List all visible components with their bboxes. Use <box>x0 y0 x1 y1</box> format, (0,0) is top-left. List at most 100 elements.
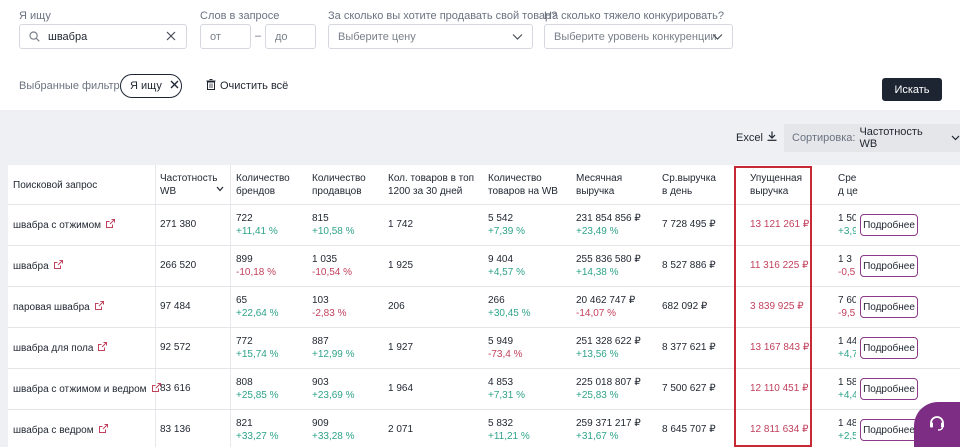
brands-delta: +22,64 % <box>236 308 279 319</box>
monthly-revenue-value: 251 328 622 ₽ <box>576 336 641 347</box>
header-top-items[interactable]: Кол. товаров в топ 1200 за 30 дней <box>388 173 475 197</box>
header-query[interactable]: Поисковой запрос <box>13 180 98 191</box>
lost-revenue-highlight <box>734 166 812 447</box>
search-input[interactable]: швабра <box>19 24 187 49</box>
filter-chip-label: Я ищу <box>130 80 162 92</box>
items-value: 9 404 <box>488 254 514 265</box>
sort-desc-icon[interactable] <box>216 179 224 197</box>
query-link[interactable]: паровая швабра <box>13 301 104 314</box>
header-monthly-revenue[interactable]: Месячная выручка <box>576 173 623 197</box>
words-from-input[interactable]: от <box>200 24 251 49</box>
frequency-value: 92 572 <box>160 342 191 353</box>
query-link[interactable]: швабра для пола <box>13 342 108 355</box>
search-button[interactable]: Искать <box>882 78 942 101</box>
frequency-value: 266 520 <box>160 260 197 271</box>
brands-delta: +15,74 % <box>236 349 279 360</box>
query-link[interactable]: швабра с отжимом <box>13 219 116 232</box>
external-link-icon[interactable] <box>94 301 104 313</box>
query-link[interactable]: швабра с ведром <box>13 424 108 437</box>
items-delta: +7,39 % <box>488 226 525 237</box>
row-divider <box>8 286 960 287</box>
lost-revenue-value: 13 167 843 ₽ <box>750 342 810 353</box>
filter-chip[interactable]: Я ищу <box>120 74 182 98</box>
avg-price-delta: +4,7 <box>838 349 856 360</box>
top-items-value: 1 927 <box>388 342 414 353</box>
sellers-delta: +10,58 % <box>312 226 355 237</box>
search-label: Я ищу <box>19 10 51 22</box>
top-items-value: 1 964 <box>388 383 414 394</box>
excel-button[interactable]: Excel <box>736 131 777 144</box>
header-daily-revenue[interactable]: Ср.выручка в день <box>662 173 716 197</box>
top-items-value: 1 925 <box>388 260 414 271</box>
close-icon[interactable] <box>170 80 179 92</box>
details-button[interactable]: Подробнее <box>860 378 918 400</box>
external-link-icon[interactable] <box>151 383 161 395</box>
clear-all-button[interactable]: Очистить всё <box>206 79 288 93</box>
monthly-revenue-value: 255 836 580 ₽ <box>576 254 641 265</box>
monthly-revenue-value: 20 462 747 ₽ <box>576 295 636 306</box>
header-avg-price[interactable]: Сред цен <box>838 173 858 200</box>
header-brands[interactable]: Количество брендов <box>236 173 290 197</box>
sellers-value: 887 <box>312 336 329 347</box>
headset-icon <box>927 412 947 437</box>
competition-select-value: Выберите уровень конкуренции <box>554 30 717 43</box>
external-link-icon[interactable] <box>98 424 108 436</box>
header-lost-revenue[interactable]: Упущенная выручка <box>750 173 803 197</box>
frequency-value: 271 380 <box>160 219 197 230</box>
words-label: Слов в запросе <box>200 10 280 22</box>
avg-price-value: 1 48 <box>838 418 856 429</box>
brands-value: 722 <box>236 213 253 224</box>
external-link-icon[interactable] <box>53 260 63 272</box>
frequency-value: 83 616 <box>160 383 191 394</box>
sellers-delta: +33,28 % <box>312 431 355 442</box>
header-frequency[interactable]: Частотность WB <box>160 173 218 197</box>
monthly-revenue-delta: +14,38 % <box>576 267 619 278</box>
query-link[interactable]: швабра с отжимом и ведром <box>13 383 161 396</box>
avg-price-value: 1 44 <box>838 336 856 347</box>
header-items-wb[interactable]: Количество товаров на WB <box>488 173 558 197</box>
sellers-value: 1 035 <box>312 254 338 265</box>
sort-select[interactable]: Сортировка: Частотность WB <box>784 124 960 152</box>
details-button[interactable]: Подробнее <box>860 214 918 236</box>
header-sellers[interactable]: Количество продавцов <box>312 173 366 197</box>
details-button[interactable]: Подробнее <box>860 255 918 277</box>
brands-value: 899 <box>236 254 253 265</box>
support-chat-button[interactable] <box>914 402 960 447</box>
row-divider <box>8 409 960 410</box>
excel-label: Excel <box>736 131 763 144</box>
details-button[interactable]: Подробнее <box>860 419 918 441</box>
daily-revenue-value: 7 728 495 ₽ <box>662 219 716 230</box>
details-button[interactable]: Подробнее <box>860 337 918 359</box>
sellers-delta: +12,99 % <box>312 349 355 360</box>
details-button[interactable]: Подробнее <box>860 296 918 318</box>
clear-all-label: Очистить всё <box>220 80 289 92</box>
external-link-icon[interactable] <box>106 219 116 231</box>
monthly-revenue-delta: +25,83 % <box>576 390 619 401</box>
competition-select[interactable]: Выберите уровень конкуренции <box>544 24 733 49</box>
top-items-value: 2 071 <box>388 424 414 435</box>
external-link-icon[interactable] <box>98 342 108 354</box>
sellers-value: 815 <box>312 213 329 224</box>
words-to-input[interactable]: до <box>265 24 316 49</box>
row-divider <box>8 245 960 246</box>
sellers-value: 103 <box>312 295 329 306</box>
top-items-value: 1 742 <box>388 219 414 230</box>
price-label: За сколько вы хотите продавать свой това… <box>328 10 558 22</box>
clear-search-icon[interactable] <box>166 31 176 44</box>
monthly-revenue-delta: +13,56 % <box>576 349 619 360</box>
query-text: швабра для пола <box>13 343 94 354</box>
brands-value: 808 <box>236 377 253 388</box>
query-text: швабра с отжимом и ведром <box>13 384 147 395</box>
query-link[interactable]: швабра <box>13 260 63 273</box>
avg-price-delta: -0,5 <box>838 267 856 278</box>
price-select[interactable]: Выберите цену <box>328 24 533 49</box>
selected-filters-label: Выбранные фильтры <box>19 80 128 92</box>
items-value: 4 853 <box>488 377 514 388</box>
competition-label: На сколько тяжело конкурировать? <box>544 10 724 22</box>
frequency-value: 97 484 <box>160 301 191 312</box>
sellers-delta: -10,54 % <box>312 267 353 278</box>
filters-panel: Я ищу швабра Слов в запросе от – до За с… <box>0 0 960 110</box>
items-delta: +11,21 % <box>488 431 530 442</box>
price-select-value: Выберите цену <box>338 30 416 43</box>
lost-revenue-value: 11 316 225 ₽ <box>750 260 809 271</box>
